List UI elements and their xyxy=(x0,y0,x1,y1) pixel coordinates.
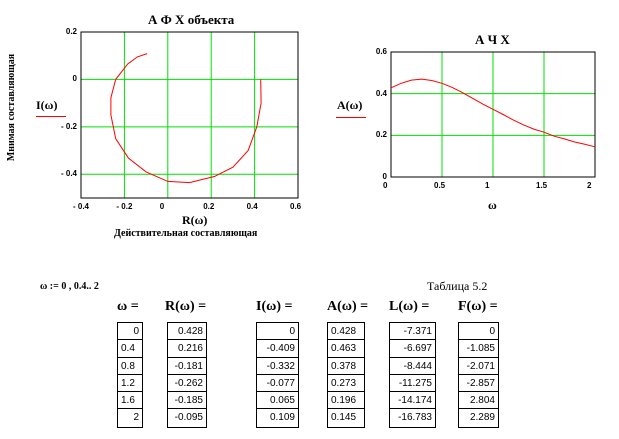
x-tick-label: - 0.4 xyxy=(73,202,90,211)
table-header-i: I(ω) = xyxy=(256,299,293,314)
table-cell: 0.428 xyxy=(168,323,206,341)
table-cell: -1.085 xyxy=(459,340,498,358)
table-cell: 0.463 xyxy=(328,340,364,358)
result-table-f: 0 -1.085 -2.071 -2.857 2.804 2.289 xyxy=(458,322,499,428)
table-cell: 1.6 xyxy=(118,392,142,410)
table-cell: 2 xyxy=(133,412,139,424)
x-tick-label: 1.5 xyxy=(536,181,548,190)
ach-ylabel: A(ω) xyxy=(337,98,363,112)
y-tick-label: 0.6 xyxy=(375,47,387,56)
y-tick-label: 0.2 xyxy=(375,130,387,140)
afc-xlabel: R(ω) xyxy=(182,213,208,227)
x-tick-label: 1 xyxy=(485,181,490,190)
table-cell: -0.095 xyxy=(174,412,203,424)
x-tick-label: 0.5 xyxy=(434,181,446,190)
table-cell: 0.428 xyxy=(328,323,364,341)
table-cell: -16.783 xyxy=(398,412,432,424)
x-tick-label: - 0.2 xyxy=(116,202,133,211)
x-tick-label: 0 xyxy=(159,202,165,211)
table-cell: -2.857 xyxy=(459,375,498,393)
table-cell: 2.804 xyxy=(459,392,498,410)
data-series-line xyxy=(110,53,262,184)
table-cell: 0.8 xyxy=(118,358,142,375)
table-cell: 0.216 xyxy=(168,340,206,358)
table-cell: -11.275 xyxy=(390,375,435,393)
table-cell: 0.4 xyxy=(118,340,142,358)
table-cell: -0.262 xyxy=(168,375,206,393)
x-tick-label: 2 xyxy=(587,181,592,190)
table-header-l: L(ω) = xyxy=(389,299,430,314)
table-cell: -7.371 xyxy=(390,323,435,341)
result-table-i: 0 -0.409 -0.332 -0.077 0.065 0.109 xyxy=(256,322,299,428)
y-tick-label: - 0.2 xyxy=(60,121,77,131)
table-cell: 0 xyxy=(257,323,298,341)
y-tick-label: - 0.4 xyxy=(60,169,77,179)
table-cell: 0.378 xyxy=(328,358,364,375)
ach-xlabel: ω xyxy=(488,198,497,212)
y-tick-label: 0 xyxy=(382,172,387,181)
afc-ylabel2: Мнимая составляющая xyxy=(6,53,18,162)
plot-frame xyxy=(80,31,299,199)
table-cell: 0.273 xyxy=(328,375,364,393)
table-cell: -0.409 xyxy=(257,340,298,358)
y-tick-label: 0.2 xyxy=(65,27,77,36)
table-header-a: A(ω) = xyxy=(327,299,369,314)
table-cell: -0.181 xyxy=(168,358,206,375)
x-tick-label: 0.6 xyxy=(290,202,302,211)
ach-title: А Ч Х xyxy=(475,32,510,47)
x-tick-label: 0 xyxy=(383,181,388,190)
plot-frame xyxy=(390,51,596,178)
result-table-a: 0.428 0.463 0.378 0.273 0.196 0.145 xyxy=(327,322,365,428)
afc-xlabel2: Действительная составляющая xyxy=(114,228,258,239)
omega-definition: ω := 0 , 0.4.. 2 xyxy=(40,281,99,292)
afc-title: А Ф Х объекта xyxy=(148,12,235,27)
table-header-r: R(ω) = xyxy=(165,299,207,314)
table-cell: 0.145 xyxy=(331,412,357,424)
ach-legend-line xyxy=(336,117,366,118)
table-header-omega: ω = xyxy=(117,299,139,314)
table-cell: 0.065 xyxy=(257,392,298,410)
afc-ylabel: I(ω) xyxy=(36,98,58,112)
y-tick-label: 0.4 xyxy=(375,88,387,98)
data-series-line xyxy=(390,78,596,148)
table-header-f: F(ω) = xyxy=(458,299,498,314)
result-table-omega: 0 0.4 0.8 1.2 1.6 2 xyxy=(117,322,143,428)
table-cell: -0.077 xyxy=(257,375,298,393)
table-cell: -0.185 xyxy=(168,392,206,410)
x-tick-label: 0.2 xyxy=(203,202,215,211)
table-cell: 0 xyxy=(459,323,498,341)
table-cell: 0 xyxy=(118,323,142,341)
table-cell: -2.071 xyxy=(459,358,498,375)
table-cell: -14.174 xyxy=(390,392,435,410)
table-cell: 1.2 xyxy=(118,375,142,393)
result-table-l: -7.371 -6.697 -8.444 -11.275 -14.174 -16.783 xyxy=(389,322,436,428)
x-tick-label: 0.4 xyxy=(246,202,258,211)
table-cell: 0.109 xyxy=(269,412,295,424)
y-tick-label: 0 xyxy=(72,74,77,84)
table-cell: 0.196 xyxy=(328,392,364,410)
afc-legend-line xyxy=(36,116,66,117)
table-cell: -8.444 xyxy=(390,358,435,375)
result-table-r: 0.428 0.216 -0.181 -0.262 -0.185 -0.095 xyxy=(167,322,207,428)
table-caption: Таблица 5.2 xyxy=(427,279,488,293)
table-cell: 2.289 xyxy=(469,412,495,424)
table-cell: -6.697 xyxy=(390,340,435,358)
table-cell: -0.332 xyxy=(257,358,298,375)
